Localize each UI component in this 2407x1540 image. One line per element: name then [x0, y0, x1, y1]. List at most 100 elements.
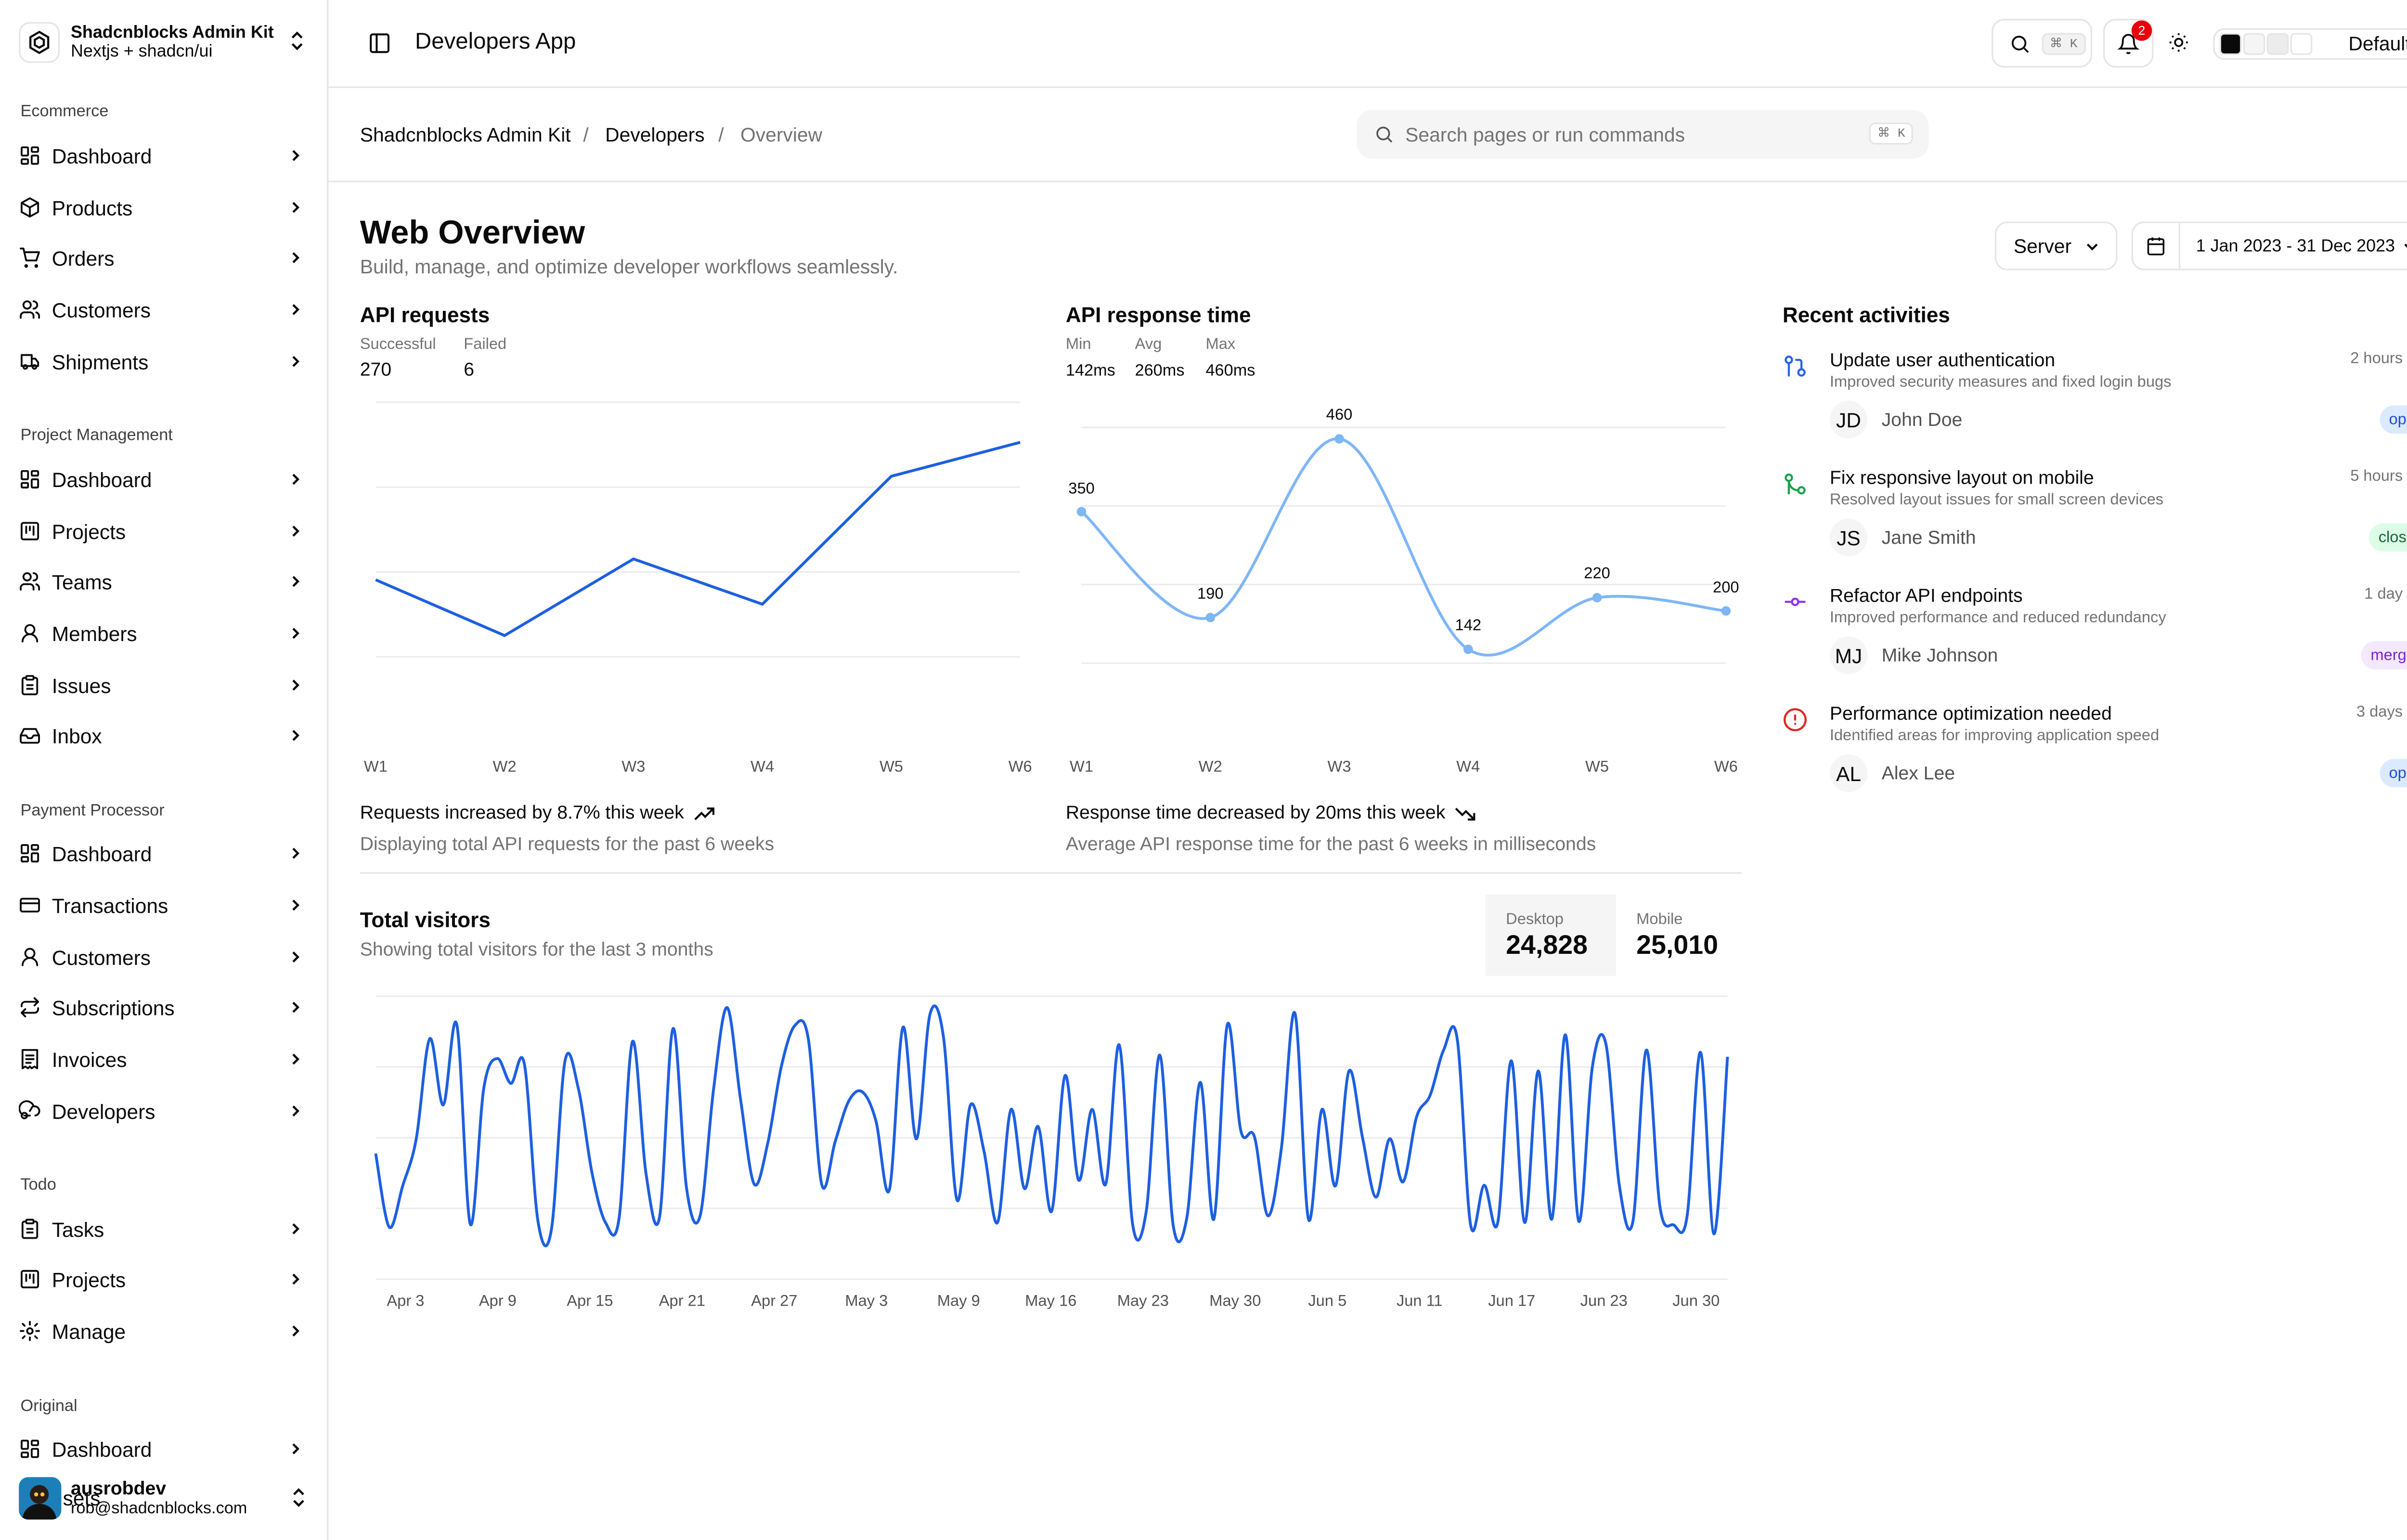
activity-item[interactable]: Performance optimization needed Identifie… [1783, 699, 2407, 794]
search-button[interactable]: ⌘ K [1992, 19, 2093, 68]
sidebar-item-dashboard[interactable]: Dashboard [19, 834, 311, 872]
sidebar-item-subscriptions[interactable]: Subscriptions [19, 988, 311, 1026]
desktop-toggle[interactable]: Desktop 24,828 [1485, 894, 1616, 976]
breadcrumb-link-root[interactable]: Shadcnblocks Admin Kit [360, 124, 571, 146]
kanban-icon [20, 1270, 39, 1289]
notification-count-badge: 2 [2131, 20, 2152, 41]
x-tick-label: Apr 15 [567, 1293, 613, 1311]
data-point [1334, 434, 1344, 444]
theme-mode-toggle[interactable] [2168, 31, 2190, 53]
sidebar-item-members[interactable]: Members [19, 615, 311, 652]
sidebar-item-products[interactable]: Products [19, 189, 311, 226]
sidebar-item-invoices[interactable]: Invoices [19, 1040, 311, 1078]
activity-description: Identified areas for improving applicati… [1829, 727, 2160, 745]
sidebar-item-dashboard[interactable]: Dashboard [19, 137, 311, 174]
sidebar-item-label: Projects [52, 1267, 126, 1291]
chevron-right-icon [292, 1001, 300, 1013]
gear-icon [20, 1321, 40, 1341]
server-select[interactable]: Server [1994, 221, 2118, 270]
chevron-right-icon [292, 1105, 300, 1116]
x-tick-label: Apr 9 [479, 1293, 517, 1311]
user-email: rob@shadcnblocks.com [70, 1499, 247, 1518]
chevron-right-icon [292, 304, 300, 315]
theme-select[interactable]: Default [2213, 28, 2407, 60]
page-title: Web Overview [360, 215, 585, 252]
chevron-right-icon [292, 730, 300, 741]
sidebar-item-customers[interactable]: Customers [19, 291, 311, 328]
x-tick-label: W3 [1327, 759, 1351, 777]
sidebar-item-label: Projects [52, 519, 126, 543]
api-response-chart [1076, 426, 1731, 664]
theme-swatch [2266, 33, 2289, 55]
chevrons-up-down-icon [291, 31, 303, 51]
visitors-title: Total visitors [360, 908, 491, 932]
visitors-chart [374, 995, 1729, 1280]
x-tick-label: W4 [751, 759, 775, 777]
chevron-right-icon [292, 474, 300, 485]
chevron-down-icon [2086, 244, 2098, 251]
sidebar-item-label: Customers [52, 297, 151, 321]
activity-time: 2 hours ago [2350, 350, 2407, 368]
stat-label: Avg [1135, 336, 1162, 354]
data-point [1076, 507, 1087, 516]
sidebar-item-projects[interactable]: Projects [19, 512, 311, 550]
sidebar-item-transactions[interactable]: Transactions [19, 886, 311, 924]
mobile-toggle[interactable]: Mobile 25,010 [1616, 894, 1742, 976]
status-badge: open [2379, 759, 2407, 787]
card-icon [20, 898, 40, 913]
command-search-input[interactable]: Search pages or run commands ⌘ K [1356, 110, 1929, 159]
date-range-picker[interactable]: 1 Jan 2023 - 31 Dec 2023 [2131, 221, 2407, 270]
alert-circle-icon [1784, 708, 1807, 732]
notifications-button[interactable]: 2 [2103, 19, 2154, 68]
breadcrumb-link-developers[interactable]: Developers [605, 124, 705, 146]
desktop-value: 24,828 [1506, 930, 1588, 961]
sidebar-item-partial[interactable]: sets [19, 1479, 311, 1516]
activity-item[interactable]: Refactor API endpoints Improved performan… [1783, 581, 2407, 676]
chevron-right-icon [292, 1273, 300, 1285]
truck-icon [20, 354, 39, 370]
mobile-value: 25,010 [1636, 930, 1718, 961]
sidebar-item-dashboard[interactable]: Dashboard [19, 461, 311, 498]
api-response-title: API response time [1065, 303, 1251, 327]
sidebar-toggle-button[interactable] [368, 31, 391, 55]
sidebar-item-shipments[interactable]: Shipments [19, 343, 311, 380]
sidebar-item-tasks[interactable]: Tasks [19, 1210, 311, 1247]
app-title: Developers App [415, 30, 576, 55]
x-tick-label: W3 [621, 759, 646, 777]
sidebar-item-customers[interactable]: Customers [19, 938, 311, 975]
activity-item[interactable]: Fix responsive layout on mobile Resolved … [1783, 463, 2407, 558]
x-tick-label: W6 [1714, 759, 1738, 777]
x-tick-label: May 3 [845, 1293, 888, 1311]
data-label: 190 [1197, 586, 1224, 603]
sidebar-item-issues[interactable]: Issues [19, 666, 311, 704]
data-point [1592, 593, 1602, 603]
avatar: JD [1829, 400, 1868, 439]
x-tick-label: Apr 21 [659, 1293, 705, 1311]
top-bar: Developers App ⌘ K 2 Default [328, 0, 2407, 88]
command-search-placeholder: Search pages or run commands [1405, 123, 1685, 146]
theme-swatch [2243, 33, 2265, 55]
activity-description: Improved performance and reduced redunda… [1829, 609, 2166, 627]
data-point [1463, 644, 1473, 654]
sidebar-item-manage[interactable]: Manage [19, 1312, 311, 1350]
dashboard-icon [20, 146, 39, 165]
search-shortcut: ⌘ K [2042, 32, 2085, 54]
stat-value: 270 [360, 358, 392, 381]
sidebar-item-dashboard[interactable]: Dashboard [19, 1430, 311, 1467]
desktop-label: Desktop [1506, 911, 1564, 929]
sidebar-item-teams[interactable]: Teams [19, 563, 311, 600]
sidebar-item-developers[interactable]: Developers [19, 1092, 311, 1129]
activity-item[interactable]: Update user authentication Improved secur… [1783, 346, 2407, 440]
sidebar-item-inbox[interactable]: Inbox [19, 717, 311, 754]
sidebar-item-projects[interactable]: Projects [19, 1260, 311, 1298]
brand-subtitle: Nextjs + shadcn/ui [70, 41, 213, 61]
invoice-icon [21, 1049, 39, 1069]
team-switcher[interactable]: Shadcnblocks Admin Kit Nextjs + shadcn/u… [19, 19, 310, 66]
repeat-icon [20, 997, 39, 1018]
sidebar-item-label: Dashboard [52, 143, 152, 167]
user-menu[interactable]: ausrobdev rob@shadcnblocks.com [19, 1473, 311, 1526]
activity-title: Update user authentication [1829, 348, 2056, 371]
status-badge: merged [2361, 641, 2407, 670]
sidebar-item-orders[interactable]: Orders [19, 239, 311, 276]
calendar-button[interactable] [2133, 223, 2180, 269]
